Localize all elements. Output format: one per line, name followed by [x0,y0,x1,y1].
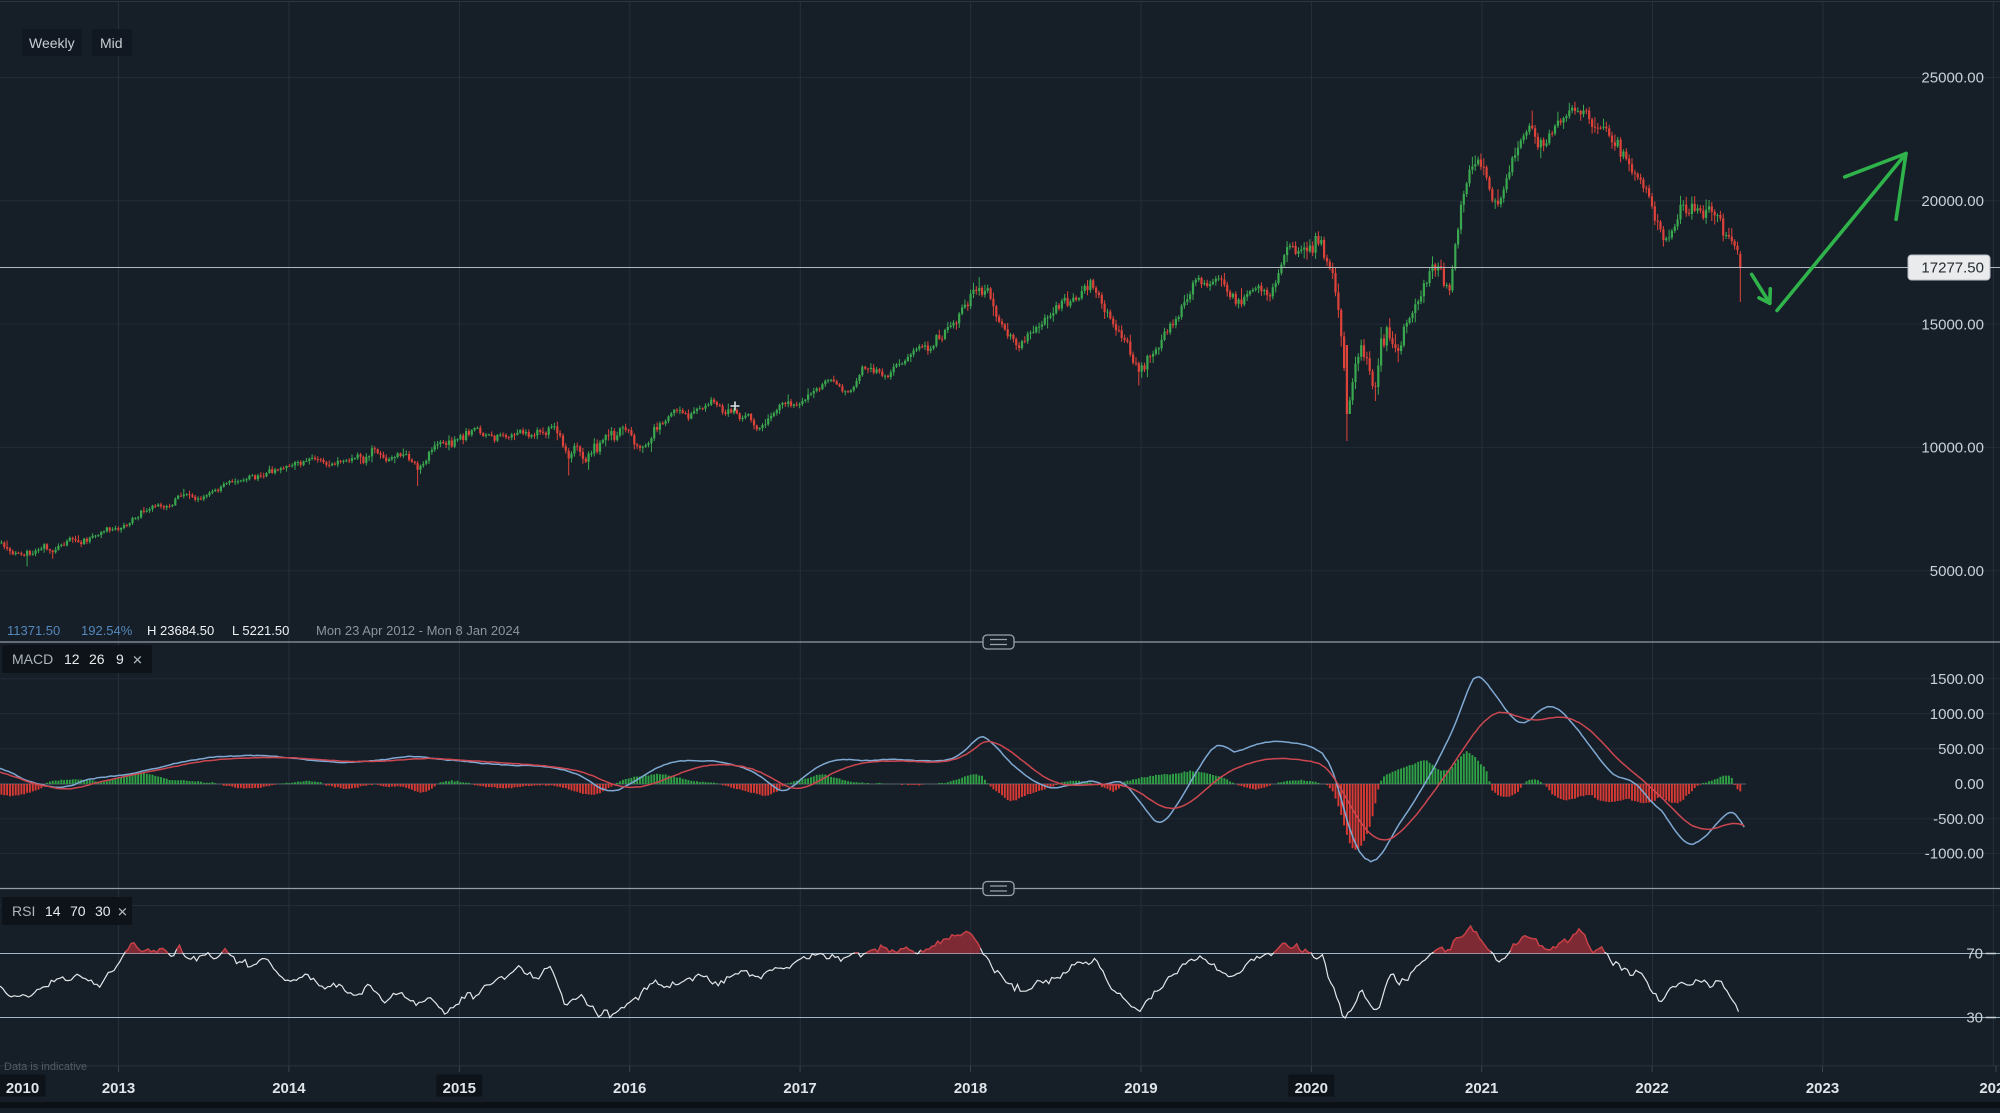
svg-text:9: 9 [116,651,124,667]
svg-text:2023: 2023 [1806,1080,1839,1097]
svg-text:30: 30 [95,903,111,919]
svg-text:70: 70 [70,903,86,919]
svg-text:12: 12 [64,651,80,667]
svg-text:2021: 2021 [1465,1080,1498,1097]
svg-text:-500.00: -500.00 [1933,811,1984,828]
svg-text:2020: 2020 [1295,1080,1328,1097]
svg-text:2015: 2015 [443,1080,476,1097]
svg-text:Data is indicative: Data is indicative [4,1061,87,1073]
svg-text:2022: 2022 [1635,1080,1668,1097]
svg-text:2018: 2018 [954,1080,987,1097]
svg-text:192.54%: 192.54% [81,623,133,638]
svg-text:L 5221.50: L 5221.50 [232,623,289,638]
svg-text:2024: 2024 [1979,1080,2000,1097]
svg-text:25000.00: 25000.00 [1921,70,1984,87]
svg-text:2016: 2016 [613,1080,646,1097]
svg-text:RSI: RSI [12,903,35,919]
svg-text:1500.00: 1500.00 [1930,671,1984,688]
svg-text:70: 70 [1966,946,1983,963]
svg-text:2019: 2019 [1124,1080,1157,1097]
svg-text:Weekly: Weekly [29,35,75,51]
svg-text:1000.00: 1000.00 [1930,706,1984,723]
svg-text:11371.50: 11371.50 [7,623,60,638]
svg-text:26: 26 [89,651,105,667]
svg-text:Mon 23 Apr 2012 - Mon 8 Jan 20: Mon 23 Apr 2012 - Mon 8 Jan 2024 [316,623,520,638]
svg-text:30: 30 [1966,1010,1983,1027]
svg-text:14: 14 [45,903,61,919]
svg-text:500.00: 500.00 [1938,741,1984,758]
svg-text:✕: ✕ [132,653,143,668]
svg-text:H 23684.50: H 23684.50 [147,623,214,638]
svg-text:MACD: MACD [12,651,53,667]
svg-text:20000.00: 20000.00 [1921,193,1984,210]
svg-text:2013: 2013 [102,1080,135,1097]
svg-text:2010: 2010 [6,1080,39,1097]
svg-text:2017: 2017 [783,1080,816,1097]
svg-text:0.00: 0.00 [1955,776,1984,793]
svg-text:10000.00: 10000.00 [1921,440,1984,457]
svg-text:Mid: Mid [100,35,123,51]
svg-text:2014: 2014 [272,1080,306,1097]
svg-text:-1000.00: -1000.00 [1925,846,1984,863]
svg-text:15000.00: 15000.00 [1921,316,1984,333]
svg-text:✕: ✕ [117,905,128,920]
svg-text:5000.00: 5000.00 [1930,563,1984,580]
svg-text:17277.50: 17277.50 [1921,260,1984,277]
